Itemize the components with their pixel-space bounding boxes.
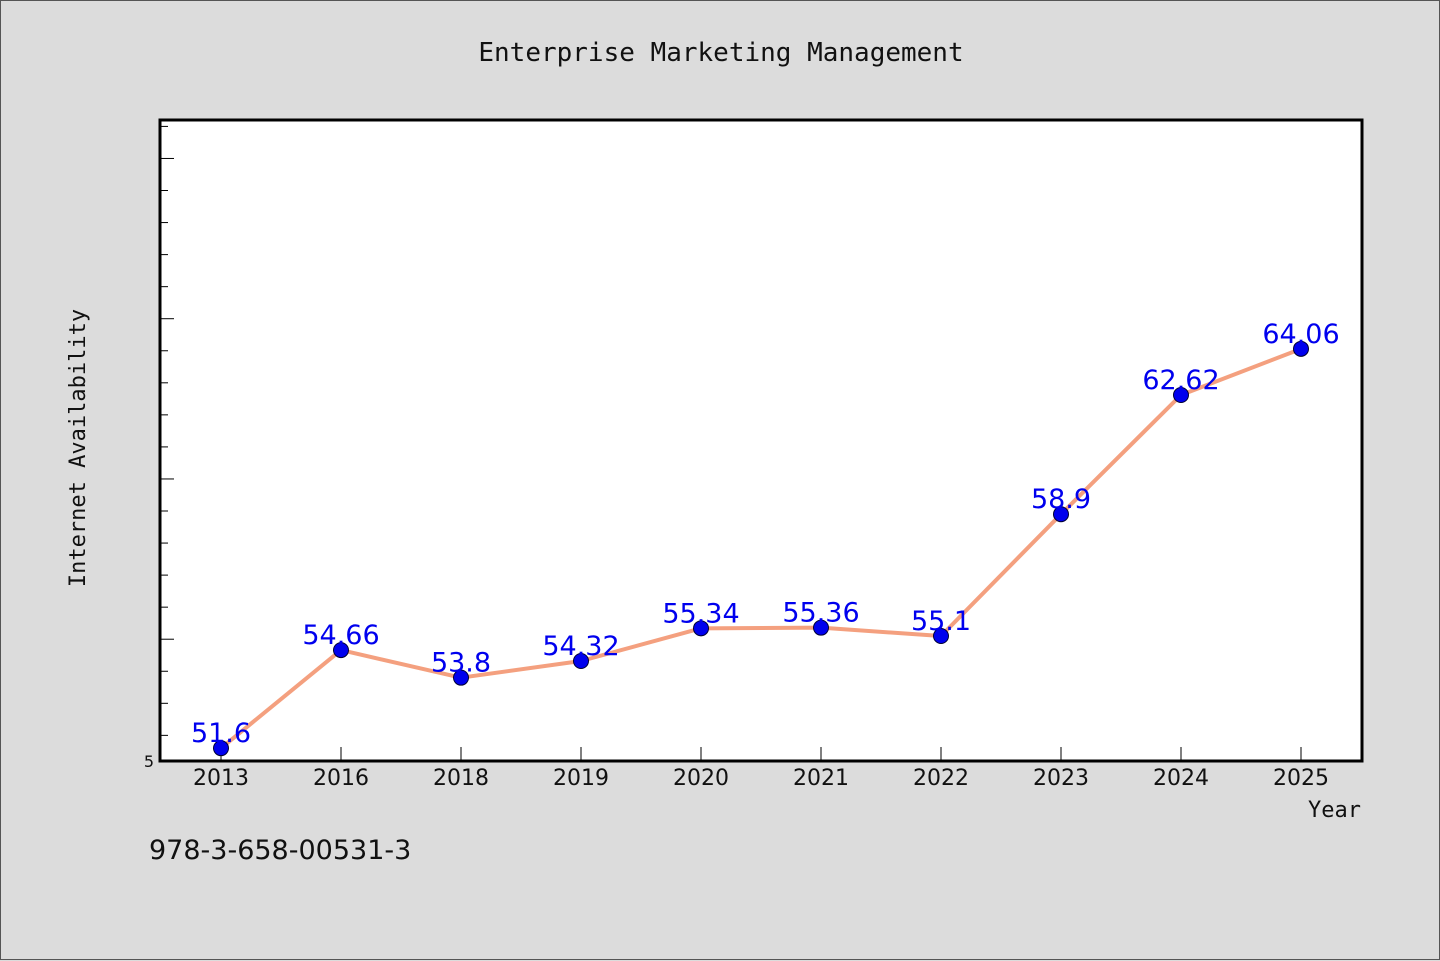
data-point: [453, 669, 469, 686]
isbn-caption: 978-3-658-00531-3: [149, 835, 412, 866]
x-tick-labels: 2013 2016 2018 2019 2020 2021 2022 2023 2024 2025: [193, 766, 1329, 791]
data-label: 58.9: [1031, 484, 1091, 515]
data-label: 62.62: [1142, 365, 1219, 396]
data-label: 55.34: [662, 598, 739, 629]
data-point: [1173, 386, 1189, 403]
x-tick-label: 2013: [193, 766, 249, 791]
series-line: [219, 346, 1303, 751]
data-label: 51.6: [191, 718, 251, 749]
data-label: 54.66: [302, 620, 379, 651]
x-tick-label: 2020: [673, 766, 729, 791]
x-tick-label: 2023: [1033, 766, 1089, 791]
y-tick-label: 5: [144, 752, 154, 771]
plot-area: [158, 118, 1364, 763]
x-tick-label: 2024: [1153, 766, 1209, 791]
data-label: 53.8: [431, 648, 491, 679]
series-group: 51.6 54.66 53.8 54.32 55.34 55.36 55.1 58.9 62.6…: [191, 319, 1340, 757]
data-label: 54.32: [542, 631, 619, 662]
data-label: 55.36: [782, 598, 859, 629]
x-axis-label: Year: [1308, 798, 1361, 823]
y-axis-ticks: [160, 125, 174, 736]
data-label: 64.06: [1262, 319, 1339, 350]
x-tick-label: 2022: [913, 766, 969, 791]
x-tick-label: 2018: [433, 766, 489, 791]
data-point: [813, 619, 829, 636]
data-label: 55.1: [911, 606, 971, 637]
chart-title: Enterprise Marketing Management: [478, 38, 963, 68]
x-tick-label: 2025: [1273, 766, 1329, 791]
data-point: [1053, 506, 1069, 523]
data-point: [573, 653, 589, 670]
data-point: [933, 628, 949, 645]
data-point: [1293, 340, 1309, 357]
data-point: [693, 620, 709, 637]
x-tick-label: 2016: [313, 766, 369, 791]
x-tick-label: 2019: [553, 766, 609, 791]
y-tick-labels: 5: [144, 752, 154, 771]
data-point: [333, 642, 349, 659]
x-axis-ticks: [220, 747, 1302, 761]
data-point: [213, 740, 229, 757]
x-tick-label: 2021: [793, 766, 849, 791]
y-axis-label: Internet Availability: [66, 309, 91, 587]
